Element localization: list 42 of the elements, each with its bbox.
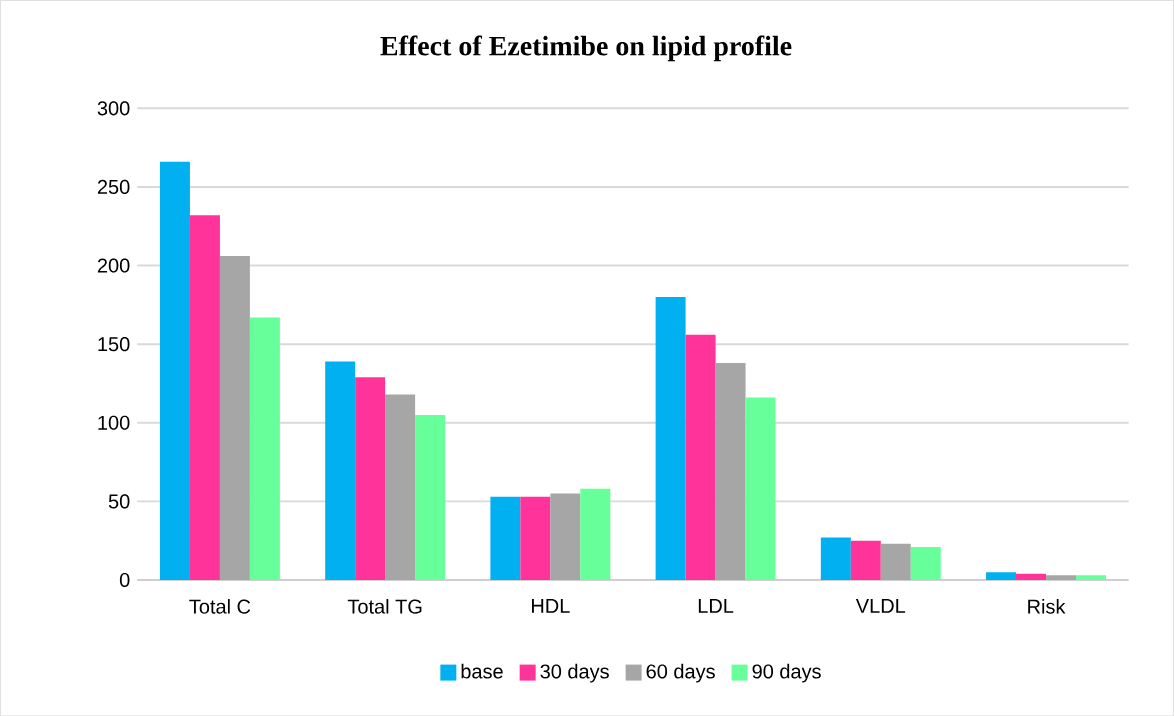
bar bbox=[986, 571, 1017, 580]
bar bbox=[159, 161, 190, 580]
y-tick-label: 250 bbox=[97, 179, 130, 194]
y-tick-label: 0 bbox=[119, 572, 130, 587]
legend-label: 90 days bbox=[752, 663, 821, 683]
bar bbox=[550, 493, 581, 580]
y-tick-label: 200 bbox=[97, 258, 130, 273]
bar bbox=[910, 546, 941, 580]
bar bbox=[249, 317, 280, 580]
bar bbox=[820, 537, 851, 580]
bar bbox=[219, 255, 250, 580]
bar bbox=[1016, 573, 1047, 580]
x-tick-label: Total C bbox=[189, 598, 251, 614]
bar bbox=[1075, 575, 1106, 580]
bar bbox=[520, 496, 551, 580]
legend-label: base bbox=[461, 663, 503, 679]
legend-label: 30 days bbox=[540, 663, 609, 683]
y-tick-label: 300 bbox=[97, 101, 130, 116]
bar bbox=[1046, 575, 1076, 580]
bar bbox=[580, 488, 611, 580]
chart-title: Effect of Ezetimibe on lipid profile bbox=[380, 35, 792, 62]
bar bbox=[880, 543, 911, 580]
bar bbox=[655, 296, 686, 580]
bar bbox=[715, 362, 746, 580]
x-tick-label: HDL bbox=[532, 598, 570, 613]
bar bbox=[745, 397, 776, 580]
bar bbox=[189, 215, 220, 580]
bar bbox=[385, 394, 416, 580]
bar bbox=[325, 361, 356, 580]
y-tick-label: 50 bbox=[108, 494, 130, 509]
y-tick-label: 150 bbox=[98, 336, 130, 352]
bar bbox=[850, 540, 881, 580]
bar bbox=[685, 334, 716, 580]
y-tick-label: 100 bbox=[98, 415, 130, 430]
bar bbox=[355, 377, 386, 580]
x-tick-label: LDL bbox=[698, 598, 734, 613]
x-tick-label: VLDL bbox=[855, 598, 906, 613]
x-tick-label: Total TG bbox=[347, 598, 422, 614]
x-tick-label: Risk bbox=[1028, 598, 1066, 614]
bar bbox=[490, 496, 521, 580]
legend-label: 60 days bbox=[646, 663, 715, 683]
bar bbox=[415, 414, 446, 580]
